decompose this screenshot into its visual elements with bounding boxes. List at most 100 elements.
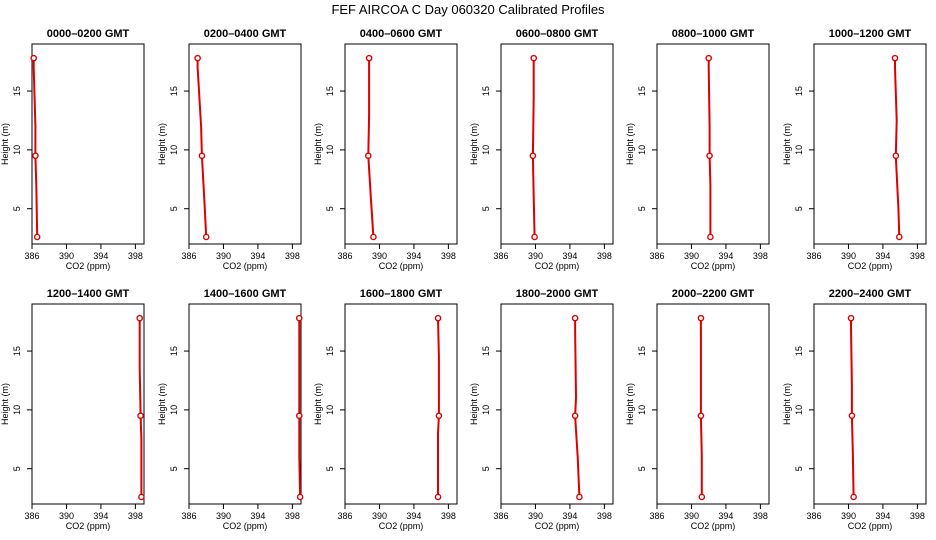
plot-frame <box>656 43 770 245</box>
data-point <box>137 412 144 420</box>
x-tick-label: 390 <box>216 511 231 521</box>
panel: 0600–0800 GMT 386 390 394 398 CO2 (ppm) 5 10 15 H… <box>469 28 614 271</box>
y-tick-label: 5 <box>325 206 335 211</box>
profile-line <box>699 318 703 497</box>
panel-title: 1600–1800 GMT <box>360 288 443 300</box>
x-tick-label: 398 <box>441 251 456 261</box>
x-tick-label: 390 <box>216 251 231 261</box>
x-axis-label: CO2 (ppm) <box>379 521 424 531</box>
data-point <box>202 233 210 241</box>
x-tick-label: 398 <box>441 511 456 521</box>
profile-line <box>850 318 855 497</box>
data-point <box>32 152 39 160</box>
panel: 0800–1000 GMT 386 390 394 398 CO2 (ppm) 5 10 15 H… <box>625 28 770 271</box>
plot-frame <box>188 303 302 505</box>
data-point <box>295 412 303 420</box>
data-point <box>434 314 442 322</box>
y-tick-label: 15 <box>169 346 179 356</box>
profile-line <box>298 318 302 497</box>
profile-line <box>437 318 440 497</box>
x-tick-label: 394 <box>250 511 265 521</box>
x-tick-label: 398 <box>128 251 143 261</box>
x-axis-label: CO2 (ppm) <box>691 261 736 271</box>
x-tick-label: 394 <box>562 511 577 521</box>
profile-line <box>138 318 143 497</box>
x-tick-label: 386 <box>337 511 352 521</box>
x-tick-label: 390 <box>59 511 74 521</box>
x-tick-label: 390 <box>528 251 543 261</box>
y-tick-label: 5 <box>325 466 335 471</box>
y-axis-label: Height (m) <box>0 383 10 425</box>
x-tick-label: 390 <box>841 251 856 261</box>
panel-title: 1400–1600 GMT <box>204 288 287 300</box>
y-tick-label: 5 <box>794 206 804 211</box>
y-tick-label: 10 <box>637 405 647 415</box>
data-point <box>33 233 41 241</box>
data-point <box>364 152 372 160</box>
x-tick-label: 394 <box>718 251 733 261</box>
y-tick-label: 15 <box>481 86 491 96</box>
y-tick-label: 10 <box>169 405 179 415</box>
panel: 1600–1800 GMT 386 390 394 398 CO2 (ppm) 5 10 15 H… <box>313 288 458 531</box>
y-tick-label: 5 <box>637 206 647 211</box>
data-point <box>847 314 855 322</box>
panel-title: 1200–1400 GMT <box>47 288 130 300</box>
panel-title: 0200–0400 GMT <box>204 28 287 40</box>
x-tick-label: 394 <box>718 511 733 521</box>
y-tick-label: 10 <box>169 145 179 155</box>
x-axis-label: CO2 (ppm) <box>66 261 111 271</box>
data-point <box>295 314 303 322</box>
y-axis-label: Height (m) <box>469 123 479 165</box>
plot-frame <box>813 43 927 245</box>
data-point <box>571 412 579 420</box>
x-axis-label: CO2 (ppm) <box>223 521 268 531</box>
panel-title: 1000–1200 GMT <box>829 28 912 40</box>
x-axis-label: CO2 (ppm) <box>66 521 111 531</box>
panel-title: 2000–2200 GMT <box>672 288 755 300</box>
panel-grid: 0000–0200 GMT 386 390 394 398 CO2 (ppm) 5 10 15 H… <box>0 28 927 531</box>
x-tick-label: 398 <box>753 251 768 261</box>
profile-line <box>574 318 581 497</box>
x-tick-label: 394 <box>250 251 265 261</box>
y-tick-label: 10 <box>794 405 804 415</box>
x-tick-label: 386 <box>806 251 821 261</box>
x-tick-label: 390 <box>372 511 387 521</box>
y-tick-label: 15 <box>325 346 335 356</box>
x-tick-label: 394 <box>562 251 577 261</box>
x-tick-label: 386 <box>649 511 664 521</box>
x-tick-label: 390 <box>59 251 74 261</box>
x-tick-label: 394 <box>875 251 890 261</box>
data-point <box>530 54 538 62</box>
y-tick-label: 15 <box>794 346 804 356</box>
plot-frame <box>500 43 614 245</box>
data-point <box>895 233 903 241</box>
y-tick-label: 5 <box>12 466 22 471</box>
y-tick-label: 10 <box>12 405 22 415</box>
x-tick-label: 394 <box>406 251 421 261</box>
y-axis-label: Height (m) <box>625 383 635 425</box>
x-tick-label: 398 <box>285 511 300 521</box>
data-point <box>296 493 304 501</box>
y-tick-label: 10 <box>481 145 491 155</box>
data-point <box>697 314 705 322</box>
data-point <box>370 233 377 241</box>
x-tick-label: 390 <box>684 251 699 261</box>
panel: 1400–1600 GMT 386 390 394 398 CO2 (ppm) 5 10 15 H… <box>157 288 304 531</box>
y-tick-label: 5 <box>12 206 22 211</box>
x-tick-label: 386 <box>493 511 508 521</box>
panel-title: 1800–2000 GMT <box>516 288 599 300</box>
x-tick-label: 398 <box>597 511 612 521</box>
y-tick-label: 15 <box>12 346 22 356</box>
y-tick-label: 10 <box>12 145 22 155</box>
data-point <box>30 54 38 62</box>
profile-line <box>531 58 536 237</box>
data-point <box>136 314 143 322</box>
figure-title: FEF AIRCOA C Day 060320 Calibrated Profi… <box>331 2 605 17</box>
x-tick-label: 390 <box>528 511 543 521</box>
data-point <box>697 412 705 420</box>
y-axis-label: Height (m) <box>782 123 792 165</box>
y-tick-label: 5 <box>481 466 491 471</box>
panel-title: 0600–0800 GMT <box>516 28 599 40</box>
x-tick-label: 398 <box>910 511 925 521</box>
data-point <box>891 54 899 62</box>
